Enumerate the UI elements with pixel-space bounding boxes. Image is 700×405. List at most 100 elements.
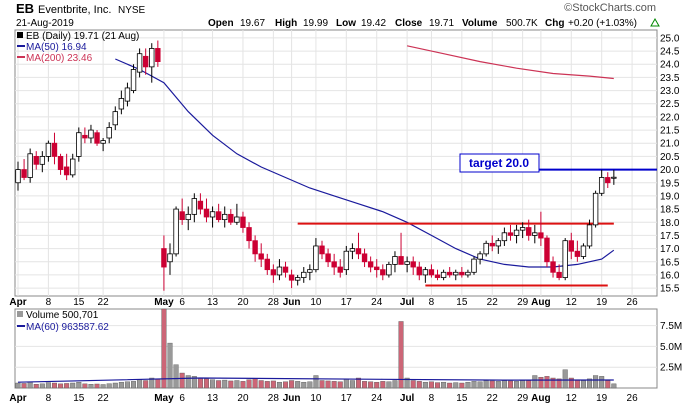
- volume-bar: [428, 381, 434, 389]
- target-annotation: target 20.0: [469, 156, 529, 170]
- candle: [161, 235, 167, 291]
- volume-bar: [489, 380, 495, 389]
- candle-body: [465, 271, 471, 276]
- volume-bar: [398, 321, 404, 389]
- price-y-tick-label: 20.5: [660, 152, 680, 163]
- volume-bar: [106, 383, 112, 389]
- candle: [568, 232, 574, 260]
- candle-body: [215, 211, 222, 221]
- volume-x-tick-label: 10: [310, 393, 322, 404]
- volume-bar: [289, 380, 295, 389]
- volume-bar: [234, 380, 240, 389]
- candle: [215, 203, 222, 223]
- watermark: ©StockCharts.com: [564, 2, 656, 14]
- candle-body: [276, 266, 283, 276]
- volume-bar: [404, 377, 410, 389]
- candle-body: [258, 253, 264, 260]
- candle-body: [380, 269, 386, 276]
- volume-y-axis: 2.5M 5.0M 7.5M: [660, 321, 682, 374]
- candle-body: [446, 271, 453, 276]
- candle-body: [507, 232, 514, 236]
- candle-body: [410, 261, 416, 268]
- candle-body: [453, 271, 459, 276]
- candle-body: [398, 256, 404, 265]
- high-value: 19.99: [303, 18, 328, 29]
- volume-bar: [501, 380, 507, 389]
- price-y-tick-label: 19.0: [660, 191, 680, 202]
- close-label: Close: [395, 18, 423, 29]
- volume-bar: [228, 380, 234, 389]
- volume-bar: [39, 383, 45, 389]
- candle: [70, 153, 76, 178]
- ma50-layer: [115, 58, 615, 268]
- volume-bar: [149, 377, 155, 389]
- volume-bar: [161, 308, 167, 389]
- candle-body: [118, 98, 125, 110]
- volume-bar: [137, 379, 143, 389]
- volume-bar: [532, 375, 538, 389]
- volume-value: 500.7K: [506, 18, 538, 29]
- volume-bar: [453, 382, 459, 389]
- price-y-tick-label: 25.0: [660, 33, 680, 44]
- candle: [519, 222, 526, 239]
- volume-bar: [599, 376, 605, 389]
- candle-body: [203, 208, 210, 218]
- volume-bar: [447, 382, 453, 389]
- candle: [100, 137, 106, 152]
- candle-body: [282, 266, 289, 273]
- volume-bar: [283, 381, 289, 389]
- candle-body: [562, 240, 568, 278]
- price-x-tick-label: Aug: [531, 297, 550, 308]
- volume-bar: [15, 382, 21, 389]
- volume-bar: [167, 342, 173, 389]
- volume-bar: [374, 381, 380, 389]
- candle: [380, 264, 386, 281]
- candle: [246, 222, 252, 249]
- volume-bar: [593, 375, 599, 389]
- candle: [264, 253, 270, 275]
- candle: [459, 267, 465, 278]
- volume-x-tick-label: 20: [237, 393, 249, 404]
- volume-bar: [368, 381, 374, 389]
- price-x-tick-label: 24: [371, 297, 383, 308]
- candle-body: [252, 240, 258, 255]
- price-x-tick-label: 22: [487, 297, 499, 308]
- candle-body: [51, 142, 58, 157]
- price-panel: [14, 29, 658, 297]
- volume-bar: [118, 381, 124, 389]
- candle-body: [124, 87, 131, 102]
- volume-bar: [587, 378, 593, 389]
- price-x-tick-label: 15: [456, 297, 468, 308]
- candle: [142, 48, 149, 75]
- volume-x-tick-label: 22: [487, 393, 499, 404]
- up-triangle-icon: [650, 17, 660, 27]
- candle-body: [94, 132, 100, 144]
- candle-body: [142, 55, 149, 68]
- price-x-tick-label: 6: [179, 297, 185, 308]
- volume-y-tick-label: 7.5M: [660, 321, 682, 332]
- candle: [63, 153, 70, 181]
- price-x-tick-label: 19: [596, 297, 608, 308]
- candle-body: [149, 48, 155, 68]
- volume-x-tick-label: 15: [73, 393, 85, 404]
- volume-bars-layer: [15, 308, 617, 389]
- candle: [21, 159, 27, 181]
- volume-bar: [331, 381, 337, 389]
- candle-body: [179, 211, 185, 221]
- candle: [319, 240, 325, 260]
- candle: [337, 259, 343, 278]
- candle: [240, 211, 246, 233]
- candle-body: [513, 229, 520, 236]
- volume-grid: [15, 325, 657, 368]
- volume-bar: [337, 381, 343, 389]
- candle: [234, 203, 240, 225]
- close-value: 19.71: [429, 18, 454, 29]
- candle: [580, 243, 587, 260]
- candle-body: [228, 213, 234, 223]
- price-y-tick-label: 24.5: [660, 47, 680, 58]
- candle: [33, 151, 39, 170]
- volume-bar: [611, 383, 617, 389]
- candle-body: [538, 232, 544, 239]
- chg-value: +0.20 (+1.03%): [568, 18, 637, 29]
- volume-bar: [33, 384, 39, 389]
